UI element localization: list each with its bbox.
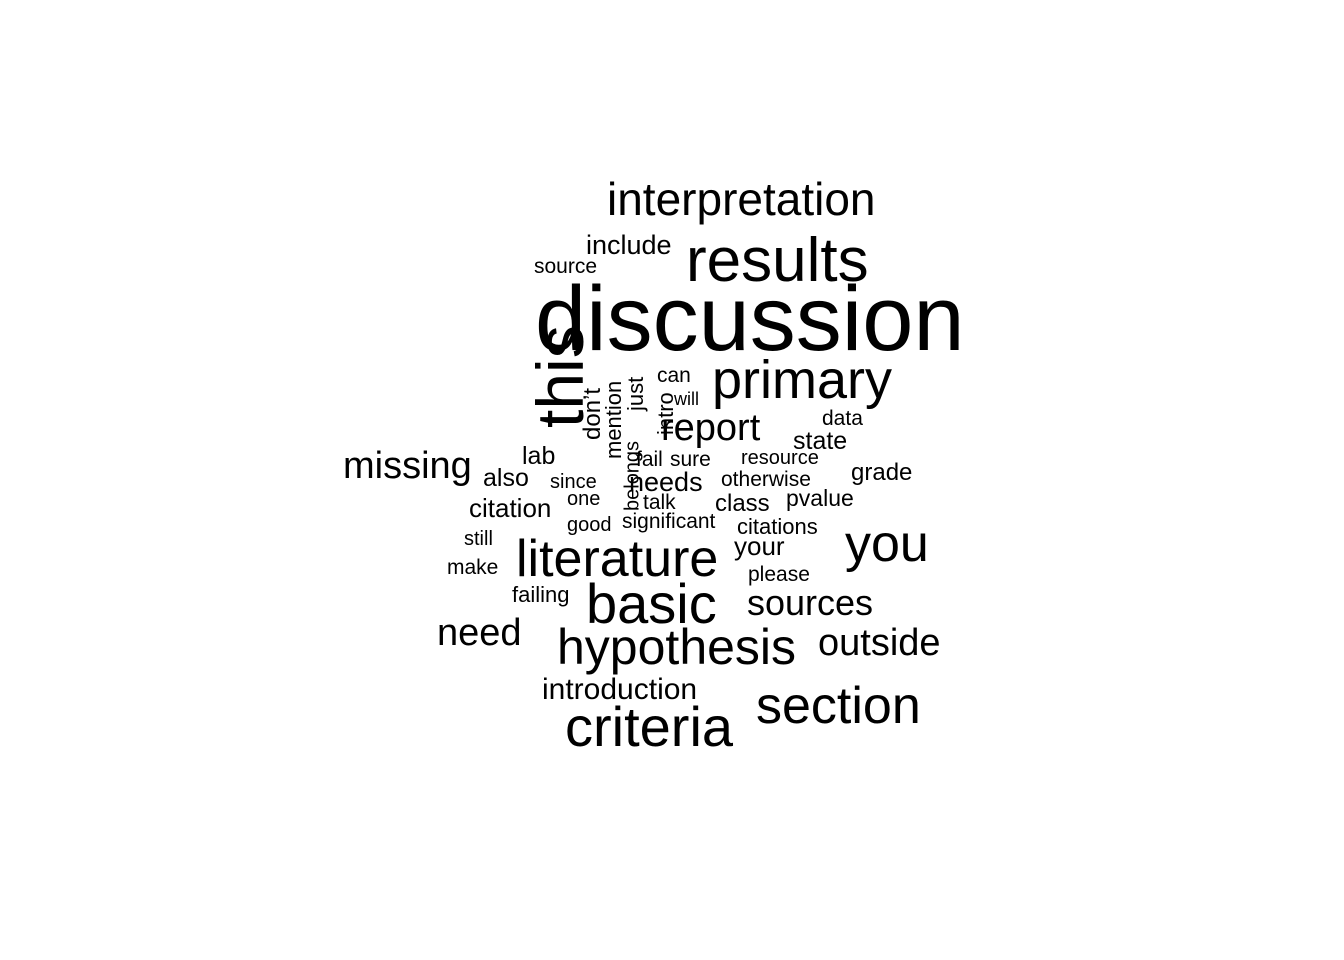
word-hypothesis: hypothesis <box>557 619 796 675</box>
word-resource: resource <box>741 447 819 469</box>
word-source: source <box>534 255 597 278</box>
word-intro: intro <box>653 392 678 435</box>
word-your: your <box>734 531 785 561</box>
word-one: one <box>567 488 600 510</box>
word-belongs: belongs <box>622 441 644 511</box>
word-good: good <box>567 514 612 536</box>
word-lab: lab <box>522 442 555 470</box>
word-significant: significant <box>622 510 716 533</box>
word-dont: don’t <box>579 388 606 440</box>
word-will: will <box>673 389 699 409</box>
word-mention: mention <box>601 381 626 459</box>
word-please: please <box>748 563 810 586</box>
word-sources: sources <box>747 582 873 623</box>
word-also: also <box>483 464 529 492</box>
word-can: can <box>657 364 691 387</box>
word-introduction: introduction <box>542 673 697 706</box>
word-still: still <box>464 528 493 550</box>
word-pvalue: pvalue <box>786 485 854 511</box>
word-state: state <box>793 427 847 455</box>
word-outside: outside <box>818 622 941 664</box>
word-grade: grade <box>851 459 912 486</box>
word-class: class <box>715 490 770 517</box>
word-talk: talk <box>643 491 676 514</box>
word-sure: sure <box>670 448 711 471</box>
word-make: make <box>447 556 498 579</box>
word-citation: citation <box>469 493 551 523</box>
word-fail: fail <box>636 448 663 471</box>
word-you: you <box>845 515 929 573</box>
word-basic: basic <box>586 572 717 635</box>
word-report: report <box>661 407 761 449</box>
word-missing: missing <box>343 445 472 487</box>
word-data: data <box>822 407 863 430</box>
word-literature: literature <box>516 530 718 588</box>
word-this: this <box>523 325 597 428</box>
word-otherwise: otherwise <box>721 468 811 491</box>
word-interpretation: interpretation <box>607 173 876 225</box>
word-criteria: criteria <box>565 695 734 758</box>
word-needs: needs <box>629 467 703 497</box>
word-failing: failing <box>512 582 569 607</box>
word-need: need <box>437 612 522 654</box>
word-primary: primary <box>712 350 892 410</box>
word-citations: citations <box>737 514 818 539</box>
word-since: since <box>550 471 597 493</box>
word-include: include <box>586 230 672 260</box>
word-results: results <box>686 226 869 295</box>
word-just: just <box>623 377 648 412</box>
word-section: section <box>756 677 921 735</box>
word-discussion: discussion <box>535 268 965 370</box>
